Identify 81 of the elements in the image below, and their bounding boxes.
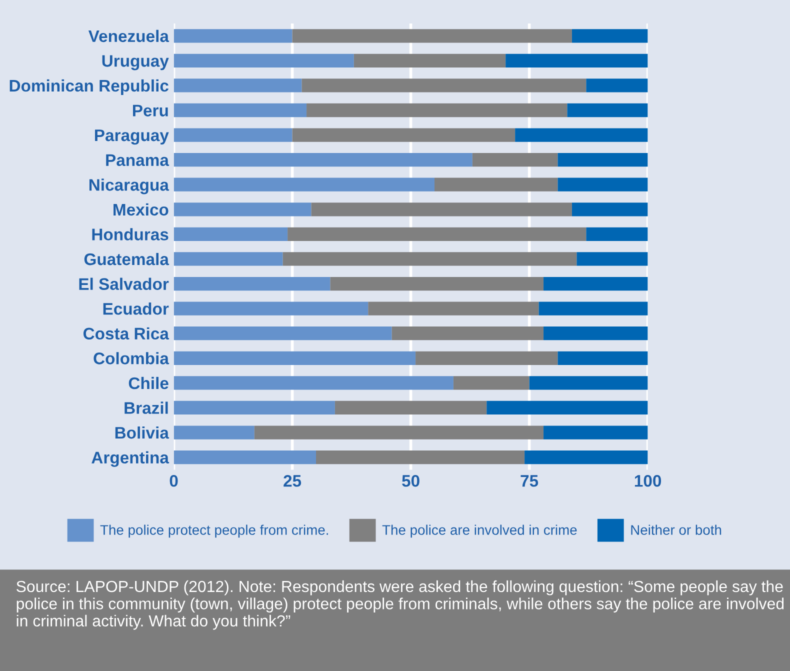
bar <box>572 202 648 216</box>
bar <box>311 202 572 216</box>
y-tick-label: Guatemala <box>84 252 170 266</box>
y-tick-label: Honduras <box>92 228 168 240</box>
legend-label: The police are involved in crime <box>382 524 577 538</box>
bar <box>292 29 572 43</box>
bar <box>529 376 648 390</box>
y-tick-label: Argentina <box>92 451 170 467</box>
y-tick-label: Panama <box>106 154 170 166</box>
bar <box>306 103 568 118</box>
bar <box>174 326 392 340</box>
bar <box>174 54 354 68</box>
bar <box>174 128 292 142</box>
bar <box>292 128 516 142</box>
bar <box>368 302 539 316</box>
bar <box>282 252 577 266</box>
bar <box>174 376 454 390</box>
y-tick-label: Uruguay <box>102 55 169 70</box>
y-tick-label: Ecuador <box>103 302 169 315</box>
bar <box>567 103 648 118</box>
y-tick-label: Colombia <box>94 352 170 364</box>
bar <box>472 153 558 167</box>
y-tick-label: Chile <box>128 376 168 390</box>
bar <box>174 276 330 291</box>
y-tick-label: Peru <box>133 104 168 116</box>
bar <box>515 128 648 142</box>
bar <box>558 178 648 192</box>
bar <box>544 276 648 291</box>
y-tick-label: Bolivia <box>115 426 170 439</box>
bar <box>174 178 434 192</box>
bar <box>354 54 506 68</box>
bar <box>392 326 544 340</box>
bar <box>334 400 487 415</box>
y-tick-label: Dominican Republic <box>10 79 168 95</box>
bar <box>302 78 586 92</box>
bar <box>586 227 648 242</box>
bar <box>174 227 288 242</box>
bar <box>506 54 648 68</box>
bar <box>538 302 648 316</box>
bar <box>416 351 558 365</box>
y-tick-label: Brazil <box>124 402 168 414</box>
bar <box>544 426 648 440</box>
bar <box>524 450 648 464</box>
y-tick-label: Costa Rica <box>83 327 170 340</box>
bar <box>544 326 648 340</box>
bar <box>254 426 544 440</box>
bar <box>316 450 525 464</box>
y-tick-label: Paraguay <box>95 130 169 145</box>
x-tick-label: 0 <box>170 475 178 487</box>
x-tick-label: 25 <box>284 475 302 487</box>
y-tick-label: Mexico <box>114 203 168 216</box>
bar <box>174 302 368 316</box>
y-tick-label: Nicaragua <box>89 178 170 194</box>
y-tick-label: Venezuela <box>88 30 170 42</box>
bar <box>174 202 312 216</box>
bar <box>576 252 648 266</box>
source-note: Source: LAPOP-UNDP (2012). Note: Respondents were asked the following question: “Some people say the police in this community (town, village) protect people from criminals, while others say the police are involved in criminal activity. What do you think?” <box>16 580 784 630</box>
bar <box>558 351 648 365</box>
x-tick-label: 75 <box>520 475 538 487</box>
bar <box>174 78 302 92</box>
bar <box>558 153 648 167</box>
y-tick-label: El Salvador <box>79 278 169 290</box>
bar <box>174 400 335 415</box>
bar <box>174 153 472 167</box>
bar <box>174 103 307 118</box>
bar <box>434 178 558 192</box>
bar <box>174 252 283 266</box>
bar <box>174 29 292 43</box>
x-tick-label: 50 <box>402 475 420 487</box>
x-tick-label: 100 <box>634 475 662 487</box>
legend-label: Neither or both <box>631 524 722 535</box>
bar <box>174 450 316 464</box>
bar <box>486 400 648 415</box>
bar <box>586 78 648 92</box>
bar <box>330 276 544 291</box>
legend-label: The police protect people from crime. <box>100 524 328 538</box>
bar <box>572 29 648 43</box>
bar <box>174 426 254 440</box>
bar <box>174 351 416 365</box>
bar <box>453 376 530 390</box>
bar <box>288 227 586 242</box>
